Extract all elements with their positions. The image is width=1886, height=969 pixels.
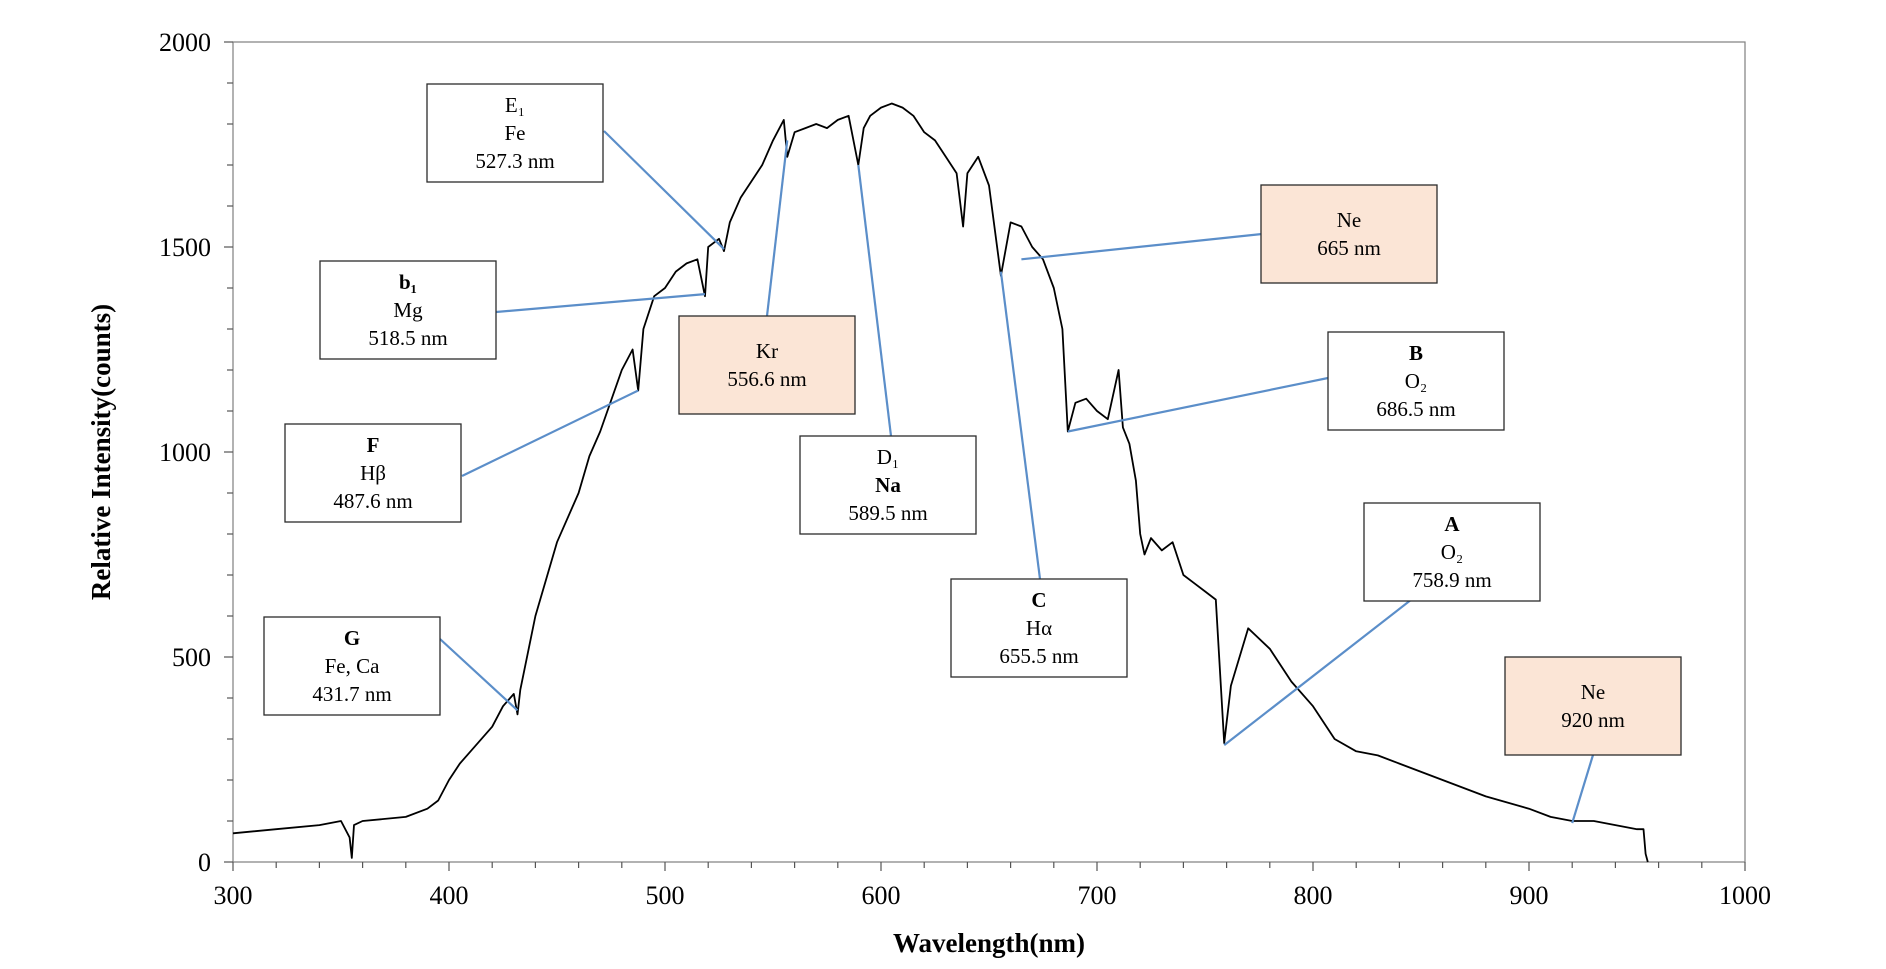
y-tick-label: 1000 [159, 438, 211, 467]
annotation-box-frame [950, 578, 1128, 678]
annotation-label: Fe, Ca [325, 654, 381, 678]
annotation-box: D₁ Na 589.5 nm [799, 435, 977, 535]
leader-line [461, 389, 639, 477]
leader-line [495, 293, 706, 314]
leader-line [1021, 232, 1263, 261]
x-tick-label: 900 [1510, 881, 1549, 910]
annotation-box: C Hα 655.5 nm [950, 578, 1128, 678]
annotation-label: B [1409, 341, 1423, 365]
annotation-label: A [1444, 512, 1460, 536]
annotation-boxes-layer: G Fe, Ca 431.7 nm F Hβ 487.6 nm b₁ Mg 518.5 nm E₁… [263, 83, 1682, 756]
x-tick-label: 700 [1078, 881, 1117, 910]
annotation-label: Ne [1581, 680, 1606, 704]
annotation-box: Kr 556.6 nm [678, 315, 856, 415]
annotation-label: O₂ [1405, 369, 1428, 393]
leader-line [603, 130, 725, 250]
annotation-box-frame [426, 83, 604, 183]
leader-line [439, 638, 519, 712]
annotation-label: Hα [1026, 616, 1052, 640]
y-axis-title: Relative Intensity(counts) [86, 304, 116, 600]
axes-layer: 300 400 500 600 700 800 900 1000 0 500 1000 1500 200… [86, 28, 1771, 958]
annotation-box: G Fe, Ca 431.7 nm [263, 616, 441, 716]
leader-line [1571, 754, 1595, 824]
y-tick-label: 0 [198, 848, 211, 877]
annotation-label: E₁ [505, 93, 525, 117]
annotation-label: Fe [505, 121, 526, 145]
x-tick-label: 600 [862, 881, 901, 910]
leader-line [857, 164, 893, 437]
y-tick-label: 1500 [159, 233, 211, 262]
annotation-label: D₁ [877, 445, 900, 469]
annotation-box: E₁ Fe 527.3 nm [426, 83, 604, 183]
annotation-label: 686.5 nm [1376, 397, 1455, 421]
x-tick-label: 800 [1294, 881, 1333, 910]
annotation-box: Ne 920 nm [1504, 656, 1682, 756]
x-tick-label: 400 [430, 881, 469, 910]
annotation-box-frame [1504, 656, 1682, 756]
annotation-box: B O₂ 686.5 nm [1327, 331, 1505, 431]
y-tick-label: 2000 [159, 28, 211, 57]
annotation-label: 589.5 nm [848, 501, 927, 525]
annotation-label: 655.5 nm [999, 644, 1078, 668]
annotation-label: Na [875, 473, 901, 497]
spectrum-line [232, 102, 1649, 863]
annotation-box: b₁ Mg 518.5 nm [319, 260, 497, 360]
annotation-label: b₁ [399, 270, 417, 294]
leader-line [765, 140, 789, 317]
annotation-label: 487.6 nm [333, 489, 412, 513]
annotation-box-frame [319, 260, 497, 360]
annotation-label: 431.7 nm [312, 682, 391, 706]
annotation-label: G [344, 626, 360, 650]
x-tick-label: 300 [214, 881, 253, 910]
annotation-box-frame [799, 435, 977, 535]
annotation-box: F Hβ 487.6 nm [284, 423, 462, 523]
annotation-label: 758.9 nm [1412, 568, 1491, 592]
annotation-box-frame [1363, 502, 1541, 602]
annotation-label: Mg [393, 298, 423, 322]
annotation-label: 665 nm [1317, 236, 1381, 260]
annotation-box-frame [263, 616, 441, 716]
annotation-box: A O₂ 758.9 nm [1363, 502, 1541, 602]
annotation-label: F [367, 433, 380, 457]
annotation-box-frame [1260, 184, 1438, 284]
series-layer [232, 102, 1649, 863]
annotation-box-frame [678, 315, 856, 415]
annotation-label: Hβ [360, 461, 386, 485]
annotation-label: C [1031, 588, 1046, 612]
x-tick-label: 1000 [1719, 881, 1771, 910]
annotation-label: O₂ [1441, 540, 1464, 564]
annotation-box-frame [1327, 331, 1505, 431]
annotation-label: 556.6 nm [727, 367, 806, 391]
y-tick-label: 500 [172, 643, 211, 672]
leader-line [999, 271, 1042, 580]
annotation-label: 920 nm [1561, 708, 1625, 732]
annotation-label: 527.3 nm [475, 149, 554, 173]
x-axis-title: Wavelength(nm) [893, 928, 1085, 958]
x-tick-label: 500 [646, 881, 685, 910]
annotation-box: Ne 665 nm [1260, 184, 1438, 284]
annotation-label: 518.5 nm [368, 326, 447, 350]
annotation-label: Ne [1337, 208, 1362, 232]
annotation-box-frame [284, 423, 462, 523]
annotation-label: Kr [756, 339, 778, 363]
leader-line [1067, 376, 1329, 433]
